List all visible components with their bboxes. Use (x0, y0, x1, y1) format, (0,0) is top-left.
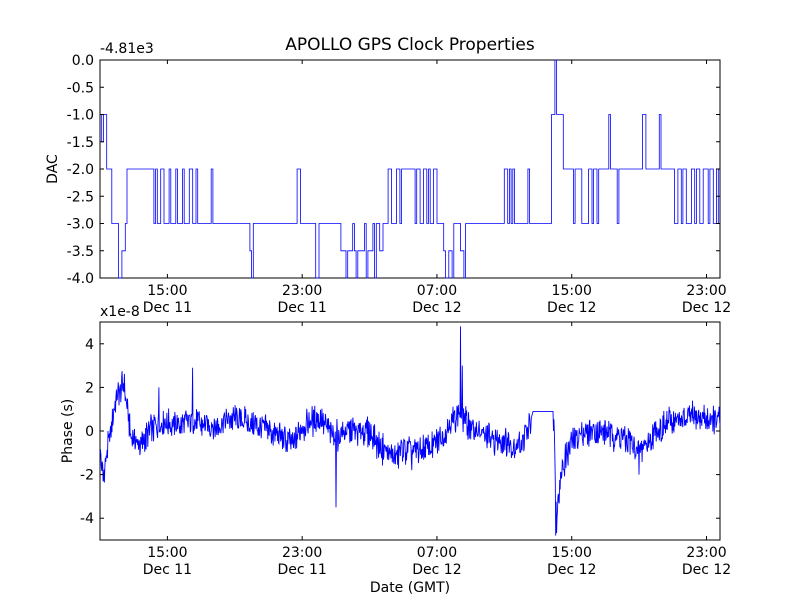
dac-y-tick-label: -2.0 (67, 162, 94, 178)
phase-x-tick-time: 23:00 (282, 545, 322, 561)
phase-series-group (99, 326, 721, 536)
phase-x-tick-date: Dec 11 (143, 562, 192, 578)
dac-x-tick-time: 15:00 (552, 283, 592, 299)
dac-series-line (100, 59, 720, 279)
phase-y-tick-label: 4 (85, 337, 94, 353)
phase-x-tick-date: Dec 11 (277, 562, 326, 578)
dac-x-tick-date: Dec 12 (682, 300, 731, 316)
dac-y-tick-label: -1.5 (67, 135, 94, 151)
phase-y-tick-label: 2 (85, 380, 94, 396)
phase-x-tick-time: 15:00 (147, 545, 187, 561)
figure-title: APOLLO GPS Clock Properties (285, 35, 535, 55)
dac-x-tick-time: 23:00 (282, 283, 322, 299)
dac-panel: 0.0 -0.5 -1.0 -1.5 -2.0 -2.5 -3.0 -3.5 -4.0 15:00… (45, 41, 731, 316)
phase-x-tick-time: 15:00 (552, 545, 592, 561)
phase-x-tick-time: 07:00 (417, 545, 457, 561)
dac-ticks-group: 0.0 -0.5 -1.0 -1.5 -2.0 -2.5 -3.0 -3.5 -4.0 15:00… (67, 53, 732, 316)
phase-x-tick-date: Dec 12 (412, 562, 461, 578)
dac-y-tick-label: -0.5 (67, 80, 94, 96)
dac-y-tick-label: -3.0 (67, 217, 94, 233)
dac-x-tick-date: Dec 12 (412, 300, 461, 316)
phase-y-axis-label: Phase (s) (60, 399, 76, 463)
phase-x-axis-label: Date (GMT) (370, 580, 450, 596)
phase-series-line (99, 326, 721, 536)
dac-x-tick-time: 15:00 (147, 283, 187, 299)
dac-y-tick-label: 0.0 (72, 53, 94, 69)
dac-offset-label: -4.81e3 (100, 41, 154, 57)
dac-x-tick-date: Dec 12 (547, 300, 596, 316)
dac-x-tick-date: Dec 11 (277, 300, 326, 316)
phase-axes-frame (99, 321, 721, 541)
phase-y-tick-label: -2 (80, 468, 94, 484)
dac-y-tick-label: -3.5 (67, 244, 94, 260)
dac-x-tick-time: 23:00 (686, 283, 726, 299)
dac-series-group (100, 59, 720, 279)
dac-y-tick-label: -4.0 (67, 271, 94, 287)
phase-offset-label: x1e-8 (100, 304, 140, 320)
dac-y-tick-label: -1.0 (67, 108, 94, 124)
dac-y-tick-label: -2.5 (67, 189, 94, 205)
phase-y-tick-label: 0 (85, 424, 94, 440)
dac-y-axis-label: DAC (45, 154, 61, 184)
dac-x-tick-time: 07:00 (417, 283, 457, 299)
phase-x-tick-date: Dec 12 (547, 562, 596, 578)
phase-x-tick-time: 23:00 (686, 545, 726, 561)
dac-x-tick-date: Dec 11 (143, 300, 192, 316)
phase-y-tick-label: -4 (80, 511, 94, 527)
phase-x-tick-date: Dec 12 (682, 562, 731, 578)
